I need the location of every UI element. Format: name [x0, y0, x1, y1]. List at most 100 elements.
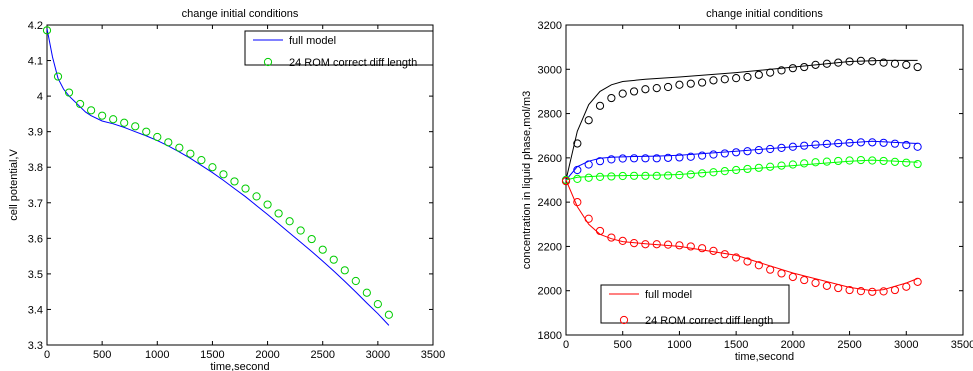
chart-left: 0 500 1000 1500 2000 2500 3000 3500 3.3 3.4 3.5 3.6… — [8, 8, 445, 371]
data-point — [285, 217, 294, 226]
data-point — [811, 60, 820, 69]
data-point — [595, 226, 605, 236]
data-point — [856, 287, 866, 296]
data-point — [252, 192, 261, 201]
data-point — [663, 240, 673, 249]
data-point — [573, 165, 582, 175]
data-point — [584, 173, 593, 182]
y-tick-label: 3.5 — [28, 269, 43, 281]
plot-area — [565, 24, 964, 336]
data-point — [561, 177, 571, 186]
series-line-0 — [565, 59, 918, 181]
y-tick-label: 1800 — [538, 330, 562, 342]
data-point — [595, 157, 605, 166]
data-point — [788, 160, 797, 169]
x-tick-label: 3000 — [366, 349, 390, 361]
data-point — [274, 209, 283, 218]
data-point — [822, 281, 831, 290]
data-point — [720, 75, 729, 84]
y-tick-label: 2600 — [538, 153, 562, 165]
data-point — [902, 158, 911, 167]
data-point — [607, 172, 616, 181]
data-point — [153, 132, 162, 142]
data-point — [788, 142, 797, 151]
data-point — [607, 93, 616, 103]
data-point — [720, 250, 729, 259]
data-point — [709, 150, 718, 159]
data-point — [595, 101, 605, 110]
data-point — [351, 276, 360, 286]
data-point — [362, 288, 371, 297]
data-point — [131, 122, 140, 131]
data-point — [595, 172, 605, 181]
data-point — [800, 159, 809, 168]
data-point — [720, 167, 729, 176]
data-point — [732, 148, 741, 157]
data-point — [834, 139, 843, 148]
data-point — [629, 239, 639, 248]
data-point — [913, 62, 922, 72]
series-line-0 — [46, 28, 390, 326]
data-point — [845, 57, 854, 66]
data-point — [743, 72, 752, 82]
data-point — [890, 157, 900, 166]
y-tick-label: 2800 — [538, 109, 562, 121]
x-tick-label: 500 — [93, 349, 111, 361]
data-point — [641, 171, 650, 180]
data-point — [856, 56, 866, 65]
data-point — [175, 143, 184, 152]
data-point — [709, 76, 718, 85]
data-point — [219, 170, 228, 179]
y-tick-label: 2000 — [538, 286, 562, 298]
data-point — [618, 154, 627, 163]
data-point — [890, 139, 900, 148]
y-tick-label: 2400 — [538, 197, 562, 209]
chart-title: change initial conditions — [706, 8, 823, 20]
data-point — [618, 89, 627, 98]
x-axis-label: time,second — [210, 361, 269, 371]
data-point — [197, 156, 206, 165]
data-point — [709, 246, 718, 255]
data-point — [329, 255, 338, 264]
data-point — [373, 300, 382, 309]
data-point — [856, 138, 866, 147]
data-point — [618, 236, 627, 245]
data-point — [584, 160, 593, 169]
data-point — [788, 272, 797, 282]
data-point — [663, 82, 673, 92]
x-tick-label: 0 — [563, 339, 569, 351]
data-point — [902, 140, 911, 150]
data-point — [822, 59, 831, 68]
data-point — [607, 155, 616, 164]
data-point — [307, 234, 316, 244]
data-point — [675, 80, 684, 89]
data-point — [607, 233, 616, 242]
data-point — [800, 141, 809, 150]
plot-area — [46, 24, 434, 346]
data-point — [868, 156, 877, 165]
data-point — [629, 87, 639, 96]
y-tick-label: 3000 — [538, 64, 562, 76]
data-point — [675, 153, 684, 162]
data-point — [186, 149, 195, 158]
x-tick-label: 2500 — [310, 349, 334, 361]
data-point — [902, 60, 911, 69]
data-point — [913, 277, 922, 286]
data-point — [845, 138, 854, 147]
chart-right: 0 500 1000 1500 2000 2500 3000 3500 1800 2000 2200… — [521, 8, 973, 363]
y-tick-label: 3.8 — [28, 162, 43, 174]
x-axis-label: time,second — [735, 351, 794, 363]
data-point — [777, 269, 786, 278]
data-point — [868, 287, 877, 296]
series-markers-5 — [561, 155, 922, 185]
data-point — [777, 66, 786, 75]
data-point — [766, 265, 775, 274]
y-tick-label: 3.7 — [28, 198, 43, 210]
y-tick-label: 3.4 — [28, 304, 43, 316]
data-point — [230, 177, 239, 186]
data-point — [879, 58, 888, 67]
data-point — [652, 171, 661, 180]
data-point — [698, 78, 707, 87]
data-point — [573, 198, 582, 207]
